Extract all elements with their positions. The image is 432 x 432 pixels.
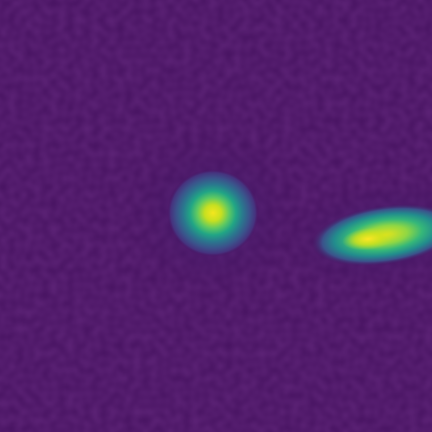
point-source	[167, 169, 259, 257]
streak-core	[342, 227, 394, 251]
